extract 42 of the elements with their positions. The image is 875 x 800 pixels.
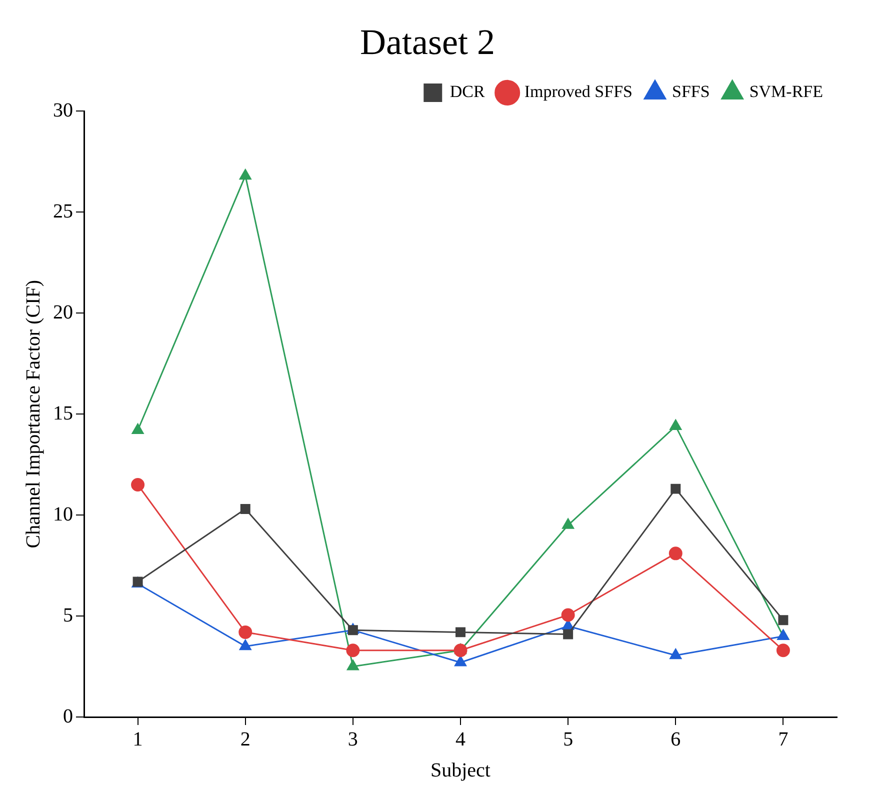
legend-label: SFFS (672, 82, 710, 102)
point (239, 169, 252, 180)
point (670, 648, 682, 660)
point (240, 504, 250, 514)
point (563, 629, 574, 640)
point (454, 644, 468, 658)
point (670, 419, 682, 430)
point (454, 656, 466, 666)
point (346, 660, 359, 670)
y-tick-label: 0 (63, 705, 73, 728)
point (238, 625, 252, 639)
chart-title: Dataset 2 (360, 22, 495, 62)
x-axis-title: Subject (430, 759, 491, 782)
x-tick-label: 3 (348, 728, 358, 750)
y-tick-label: 15 (53, 402, 73, 424)
point (456, 627, 466, 638)
point (670, 484, 681, 494)
point (561, 608, 575, 622)
point (348, 625, 358, 636)
point (668, 546, 682, 560)
y-tick-label: 10 (53, 503, 73, 526)
legend-label: Improved SFFS (524, 82, 633, 102)
x-tick-label: 2 (240, 728, 250, 750)
point (778, 615, 788, 626)
x-tick-label: 1 (132, 728, 143, 750)
point (562, 518, 574, 529)
point (132, 424, 144, 434)
y-tick-label: 25 (53, 200, 73, 222)
y-tick-label: 30 (53, 99, 73, 122)
y-axis-title: Channel Importance Factor (CIF) (22, 280, 44, 548)
point (776, 644, 790, 658)
x-tick-label: 7 (778, 728, 788, 750)
y-tick-label: 20 (53, 301, 73, 324)
x-tick-label: 4 (456, 728, 466, 750)
point (131, 478, 145, 492)
x-tick-label: 6 (670, 728, 681, 750)
legend-label: DCR (450, 82, 486, 102)
point (346, 644, 360, 658)
legend-label: SVM-RFE (749, 82, 823, 102)
x-tick-label: 5 (563, 728, 574, 750)
point (239, 640, 252, 650)
y-tick-label: 5 (63, 604, 73, 626)
